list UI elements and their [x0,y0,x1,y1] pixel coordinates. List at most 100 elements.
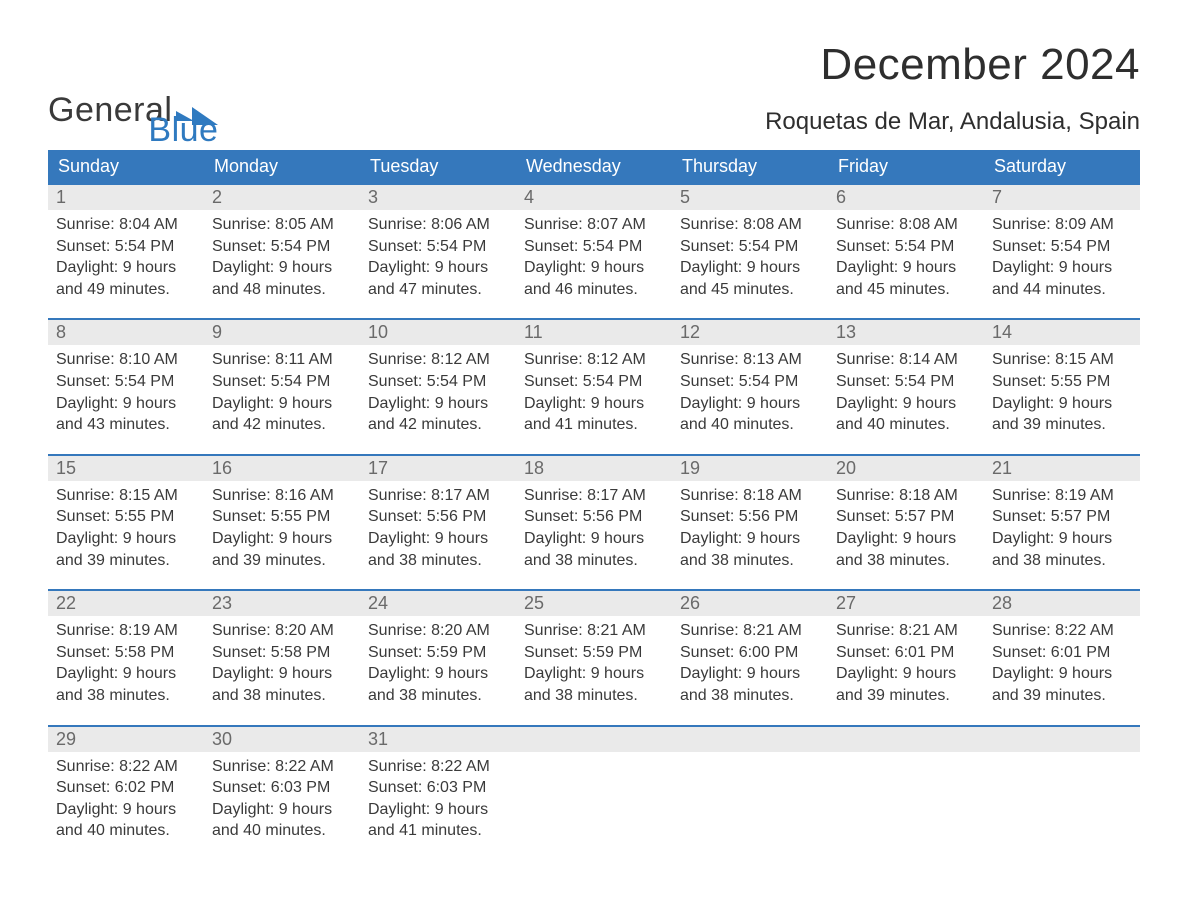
daylight-text: and 42 minutes. [212,414,352,436]
daylight-text: and 46 minutes. [524,279,664,301]
day-number: 23 [204,591,360,616]
day-number: 1 [48,185,204,210]
dow-saturday: Saturday [984,150,1140,183]
daylight-text: and 38 minutes. [680,550,820,572]
sunset-text: Sunset: 5:54 PM [212,236,352,258]
sunrise-text: Sunrise: 8:06 AM [368,214,508,236]
daylight-text: and 40 minutes. [212,820,352,842]
day-number: 28 [984,591,1140,616]
sunset-text: Sunset: 6:01 PM [992,642,1132,664]
daylight-text: and 41 minutes. [368,820,508,842]
daylight-text: and 40 minutes. [836,414,976,436]
sunset-text: Sunset: 5:55 PM [992,371,1132,393]
daylight-text: Daylight: 9 hours [680,528,820,550]
sunrise-text: Sunrise: 8:18 AM [680,485,820,507]
week-row: 1234567Sunrise: 8:04 AMSunset: 5:54 PMDa… [48,183,1140,300]
daylight-text: Daylight: 9 hours [56,257,196,279]
day-number [672,727,828,752]
day-number: 14 [984,320,1140,345]
calendar: Sunday Monday Tuesday Wednesday Thursday… [48,150,1140,842]
day-number-row: 293031 [48,727,1140,752]
daylight-text: Daylight: 9 hours [524,257,664,279]
day-cell: Sunrise: 8:10 AMSunset: 5:54 PMDaylight:… [48,345,204,435]
day-cell: Sunrise: 8:13 AMSunset: 5:54 PMDaylight:… [672,345,828,435]
day-cell: Sunrise: 8:15 AMSunset: 5:55 PMDaylight:… [984,345,1140,435]
day-cell: Sunrise: 8:04 AMSunset: 5:54 PMDaylight:… [48,210,204,300]
week-row: 891011121314Sunrise: 8:10 AMSunset: 5:54… [48,318,1140,435]
day-number: 13 [828,320,984,345]
sunrise-text: Sunrise: 8:04 AM [56,214,196,236]
sunset-text: Sunset: 5:57 PM [836,506,976,528]
week-row: 293031Sunrise: 8:22 AMSunset: 6:02 PMDay… [48,725,1140,842]
day-cell: Sunrise: 8:21 AMSunset: 5:59 PMDaylight:… [516,616,672,706]
day-number: 27 [828,591,984,616]
day-number [984,727,1140,752]
dow-wednesday: Wednesday [516,150,672,183]
day-cell [984,752,1140,842]
day-cell: Sunrise: 8:14 AMSunset: 5:54 PMDaylight:… [828,345,984,435]
sunset-text: Sunset: 5:56 PM [368,506,508,528]
day-cell: Sunrise: 8:08 AMSunset: 5:54 PMDaylight:… [828,210,984,300]
day-cell: Sunrise: 8:06 AMSunset: 5:54 PMDaylight:… [360,210,516,300]
daylight-text: and 39 minutes. [212,550,352,572]
sunrise-text: Sunrise: 8:22 AM [368,756,508,778]
day-number: 19 [672,456,828,481]
day-number: 2 [204,185,360,210]
sunset-text: Sunset: 5:56 PM [680,506,820,528]
sunset-text: Sunset: 6:03 PM [368,777,508,799]
day-number: 9 [204,320,360,345]
daylight-text: Daylight: 9 hours [212,663,352,685]
daylight-text: and 42 minutes. [368,414,508,436]
sunset-text: Sunset: 6:01 PM [836,642,976,664]
daylight-text: Daylight: 9 hours [524,393,664,415]
daylight-text: and 41 minutes. [524,414,664,436]
daylight-text: and 38 minutes. [212,685,352,707]
sunrise-text: Sunrise: 8:08 AM [680,214,820,236]
daylight-text: Daylight: 9 hours [56,528,196,550]
sunrise-text: Sunrise: 8:21 AM [524,620,664,642]
sunrise-text: Sunrise: 8:22 AM [56,756,196,778]
daylight-text: Daylight: 9 hours [992,528,1132,550]
sunset-text: Sunset: 5:55 PM [212,506,352,528]
day-number: 25 [516,591,672,616]
daylight-text: and 40 minutes. [56,820,196,842]
daylight-text: Daylight: 9 hours [212,393,352,415]
sunset-text: Sunset: 5:54 PM [212,371,352,393]
daylight-text: Daylight: 9 hours [992,663,1132,685]
day-number [516,727,672,752]
daylight-text: and 47 minutes. [368,279,508,301]
daylight-text: and 49 minutes. [56,279,196,301]
daylight-text: Daylight: 9 hours [680,257,820,279]
sunrise-text: Sunrise: 8:12 AM [524,349,664,371]
daylight-text: Daylight: 9 hours [524,663,664,685]
day-cell [516,752,672,842]
daylight-text: and 38 minutes. [836,550,976,572]
daylight-text: Daylight: 9 hours [212,528,352,550]
daylight-text: Daylight: 9 hours [680,393,820,415]
daylight-text: and 38 minutes. [368,685,508,707]
sunrise-text: Sunrise: 8:17 AM [368,485,508,507]
day-number: 7 [984,185,1140,210]
day-cell: Sunrise: 8:11 AMSunset: 5:54 PMDaylight:… [204,345,360,435]
sunset-text: Sunset: 5:54 PM [56,236,196,258]
logo: General Blue [48,95,218,146]
sunset-text: Sunset: 5:54 PM [524,371,664,393]
sunrise-text: Sunrise: 8:11 AM [212,349,352,371]
dow-tuesday: Tuesday [360,150,516,183]
daylight-text: and 39 minutes. [836,685,976,707]
daylight-text: and 39 minutes. [992,685,1132,707]
day-number-row: 1234567 [48,185,1140,210]
day-cell: Sunrise: 8:19 AMSunset: 5:58 PMDaylight:… [48,616,204,706]
daylight-text: Daylight: 9 hours [368,528,508,550]
daylight-text: Daylight: 9 hours [56,663,196,685]
daylight-text: Daylight: 9 hours [368,799,508,821]
dow-monday: Monday [204,150,360,183]
daylight-text: Daylight: 9 hours [56,393,196,415]
daylight-text: and 38 minutes. [992,550,1132,572]
sunset-text: Sunset: 5:56 PM [524,506,664,528]
sunrise-text: Sunrise: 8:09 AM [992,214,1132,236]
sunset-text: Sunset: 5:55 PM [56,506,196,528]
daylight-text: Daylight: 9 hours [836,663,976,685]
day-cell: Sunrise: 8:08 AMSunset: 5:54 PMDaylight:… [672,210,828,300]
day-number: 6 [828,185,984,210]
